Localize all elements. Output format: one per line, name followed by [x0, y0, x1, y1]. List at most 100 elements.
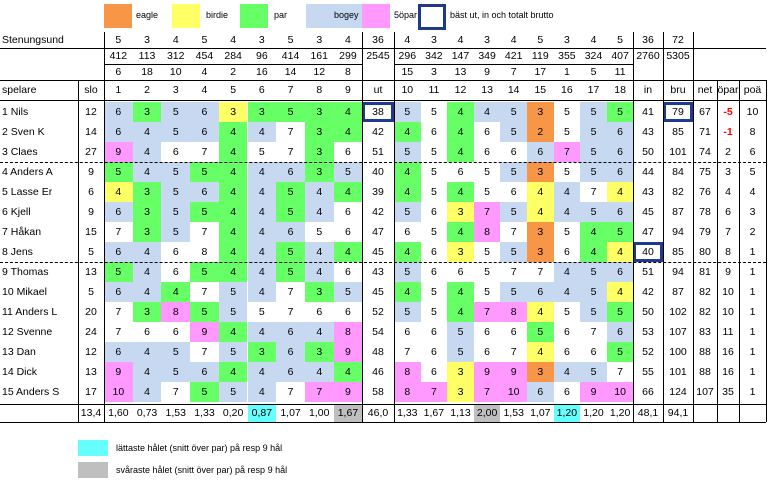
hole-score: 5	[580, 142, 607, 162]
average-value: 1,60	[108, 407, 129, 419]
grid-line	[394, 32, 395, 422]
header-hole: 5	[230, 84, 237, 96]
footer-label-easiest: lättaste hålet (snitt över par) på resp …	[116, 443, 283, 453]
hole-score: 4	[132, 242, 162, 262]
player-slope: 20	[85, 306, 97, 318]
points: 1	[749, 366, 756, 378]
points: 5	[749, 166, 756, 178]
hole-score: 7	[201, 146, 208, 158]
hole-score: 4	[218, 362, 248, 382]
hole-score: 7	[304, 382, 334, 402]
net-total: 82	[699, 306, 711, 318]
out-total: 46	[372, 366, 384, 378]
header-in: in	[643, 84, 653, 96]
par-value: 3	[563, 34, 570, 46]
points: 1	[749, 266, 756, 278]
hole-score: 3	[304, 342, 334, 362]
hole-score: 6	[527, 382, 554, 402]
hole-score: 8	[394, 382, 421, 402]
header-hole: 9	[345, 84, 351, 96]
par-value: 72	[672, 34, 684, 46]
player-name: 12 Svenne	[2, 326, 53, 338]
hole-length: 342	[425, 50, 443, 62]
hole-score: 7	[404, 346, 411, 358]
hole-score: 3	[247, 342, 277, 362]
out-total: 54	[372, 326, 384, 338]
hole-score: 5	[563, 126, 570, 138]
hole-score: 4	[606, 282, 634, 302]
over-par: 16	[722, 346, 734, 358]
hole-score: 6	[190, 362, 219, 382]
average-value: 13,4	[80, 407, 102, 419]
par-value: 4	[457, 34, 464, 46]
hole-index: 9	[484, 66, 491, 78]
hole-score: 5	[161, 342, 191, 362]
points: 2	[749, 226, 756, 238]
hole-score: 4	[394, 182, 421, 202]
hole-score: 6	[276, 362, 305, 382]
hole-score: 5	[161, 162, 191, 182]
hole-score: 9	[580, 382, 607, 402]
out-total: 48	[372, 346, 384, 358]
header-over-par: öpar	[717, 84, 739, 96]
par-value: 4	[510, 34, 517, 46]
header-gross: bru	[670, 84, 686, 96]
hole-score: 5	[394, 202, 421, 222]
hole-score: 3	[527, 222, 554, 242]
in-total: 55	[642, 366, 654, 378]
net-total: 71	[699, 126, 711, 138]
hole-score: 6	[345, 226, 351, 238]
net-total: 78	[699, 206, 711, 218]
hole-score: 9	[473, 362, 501, 382]
hole-score: 6	[276, 162, 305, 182]
hole-score: 6	[457, 166, 464, 178]
hole-score: 4	[304, 202, 334, 222]
hole-score: 5	[447, 322, 474, 342]
gross-total: 101	[669, 366, 687, 378]
player-name: 7 Håkan	[2, 226, 42, 238]
hole-score: 4	[218, 162, 248, 182]
average-value: 1,67	[423, 407, 445, 419]
hole-score: 6	[430, 206, 437, 218]
hole-score: 4	[132, 122, 162, 142]
grid-line	[78, 80, 79, 422]
hole-score: 4	[473, 102, 501, 122]
hole-score: 6	[510, 326, 517, 338]
hole-score: 4	[333, 122, 363, 142]
hole-length: 349	[478, 50, 496, 62]
hole-score: 5	[580, 102, 607, 122]
hole-score: 7	[473, 202, 501, 222]
hole-score: 7	[287, 126, 294, 138]
header-hole: 18	[614, 84, 626, 96]
par-value: 3	[316, 34, 323, 46]
hole-score: 5	[316, 226, 323, 238]
grid-line	[0, 404, 766, 405]
hole-score: 9	[190, 322, 219, 342]
hole-score: 5	[430, 186, 437, 198]
average-value: 46,0	[367, 407, 389, 419]
in-total: 52	[642, 346, 654, 358]
average-value: 2,00	[473, 404, 501, 422]
average-value: 0,87	[247, 404, 277, 422]
gross-total: 94	[672, 266, 684, 278]
hole-score: 4	[447, 102, 474, 122]
hole-score: 5	[190, 302, 219, 322]
grid-line	[693, 32, 694, 422]
hole-score: 4	[247, 122, 277, 142]
hole-score: 5	[430, 226, 437, 238]
header-points: poä	[743, 84, 762, 96]
header-hole: 11	[428, 84, 440, 96]
hole-score: 7	[287, 146, 294, 158]
legend-label-par: par	[274, 10, 288, 20]
hole-score: 5	[161, 182, 191, 202]
hole-score: 5	[563, 226, 570, 238]
net-total: 82	[699, 286, 711, 298]
hole-score: 4	[132, 282, 162, 302]
player-slope: 12	[85, 346, 97, 358]
average-value: 1,20	[553, 404, 581, 422]
hole-score: 4	[527, 302, 554, 322]
hole-index: 14	[284, 66, 297, 78]
hole-score: 6	[172, 146, 179, 158]
hole-score: 5	[430, 146, 437, 158]
hole-index: 13	[454, 66, 467, 78]
